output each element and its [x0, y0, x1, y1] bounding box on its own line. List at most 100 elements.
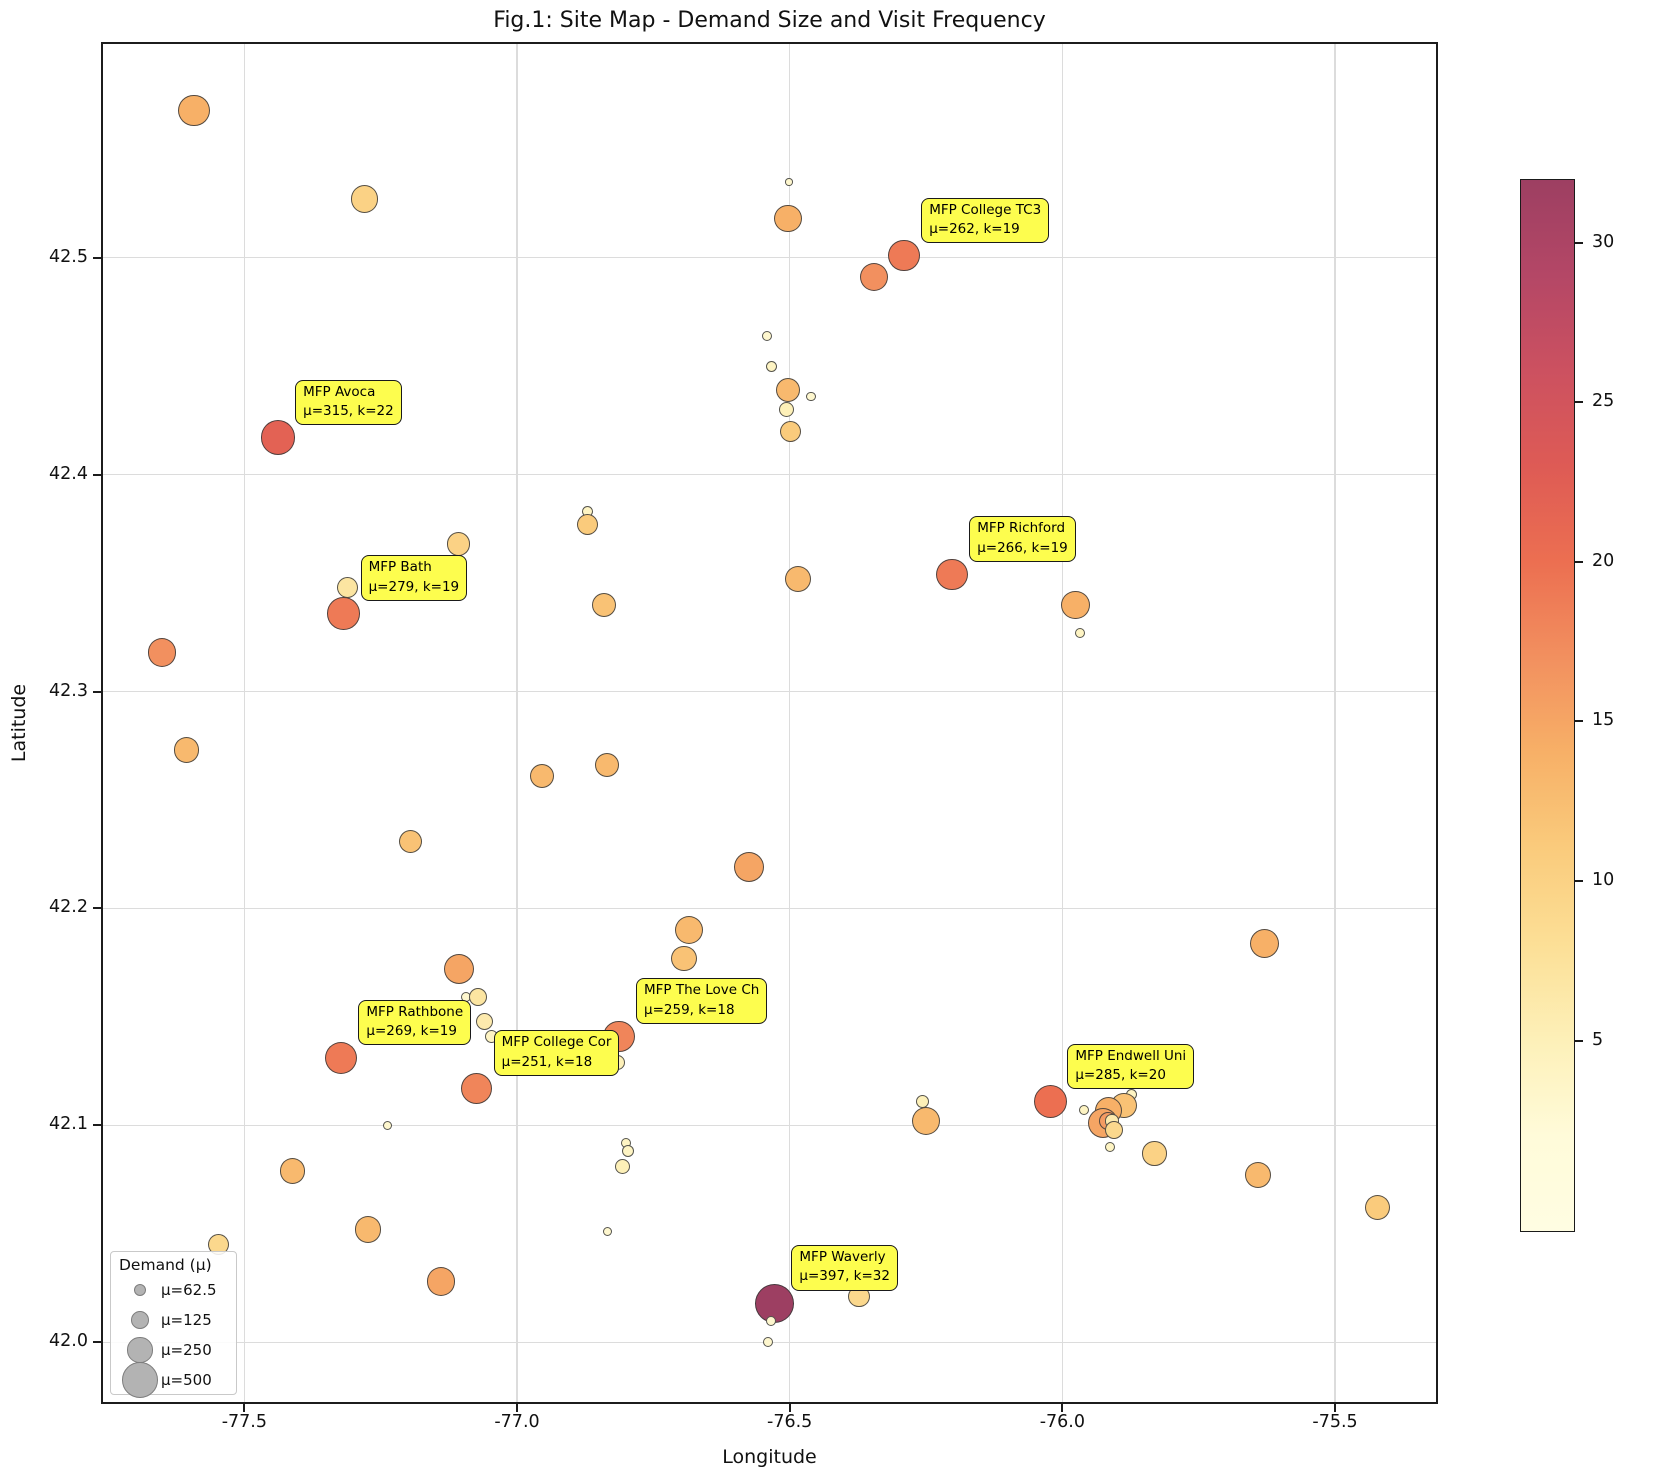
legend-item-label: μ=500	[161, 1371, 212, 1389]
legend-items: μ=62.5 μ=125 μ=250 μ=500	[119, 1275, 236, 1398]
scatter-point	[399, 829, 423, 853]
colorbar-tick-mark	[1575, 720, 1583, 723]
annotation-site-stats: μ=269, k=19	[366, 1023, 457, 1040]
x-tick-label: -76.5	[767, 1412, 813, 1432]
scatter-point	[591, 592, 616, 617]
legend-title: Demand (μ)	[119, 1256, 212, 1274]
scatter-point	[336, 576, 358, 598]
scatter-point	[766, 360, 778, 372]
scatter-point	[911, 1106, 941, 1136]
scatter-point	[774, 205, 802, 233]
scatter-point	[888, 239, 920, 272]
site-annotation: MFP The Love Ch μ=259, k=18	[635, 978, 768, 1024]
annotation-site-name: MFP Rathbone	[366, 1004, 464, 1021]
y-tick-label: 42.4	[49, 463, 88, 484]
x-tick-label: -77.5	[221, 1412, 267, 1432]
scatter-point	[602, 1227, 613, 1237]
legend-size-circle	[122, 1362, 158, 1398]
scatter-point	[1105, 1141, 1116, 1153]
gridline-y	[102, 690, 1437, 693]
annotation-site-name: MFP Bath	[368, 559, 432, 576]
colorbar-tick-label: 5	[1592, 1029, 1604, 1050]
y-tick-mark	[93, 1341, 101, 1344]
y-tick-mark	[93, 256, 101, 259]
gridline-x	[516, 43, 518, 1403]
scatter-point	[761, 330, 772, 341]
gridline-x	[788, 43, 791, 1403]
y-tick-mark	[93, 907, 101, 910]
colorbar-tick-label: 30	[1592, 231, 1615, 252]
scatter-point	[621, 1145, 634, 1158]
site-annotation: MFP Bath μ=279, k=19	[360, 555, 468, 601]
gridline-y	[102, 1124, 1437, 1127]
legend-swatch-cell	[119, 1311, 161, 1329]
colorbar-tick-label: 25	[1592, 391, 1615, 412]
legend-item-label: μ=62.5	[161, 1281, 217, 1299]
scatter-point	[733, 852, 764, 883]
scatter-point	[780, 420, 802, 442]
colorbar-tick-label: 10	[1592, 870, 1615, 890]
scatter-point	[426, 1267, 455, 1296]
gridline-x	[243, 43, 246, 1403]
scatter-point	[675, 916, 704, 945]
y-tick-label: 42.2	[49, 897, 88, 918]
colorbar	[1520, 179, 1575, 1232]
scatter-point	[327, 597, 360, 630]
colorbar-tick-mark	[1575, 401, 1583, 404]
site-annotation: MFP Endwell Uni μ=285, k=20	[1067, 1043, 1195, 1089]
legend-size-circle	[131, 1311, 149, 1329]
x-tick-mark	[1334, 1404, 1337, 1412]
gridline-x	[1061, 43, 1064, 1403]
x-tick-mark	[788, 1404, 791, 1412]
annotation-site-name: MFP Waverly	[799, 1249, 886, 1266]
legend-item: μ=125	[119, 1305, 236, 1335]
annotation-site-stats: μ=262, k=19	[929, 220, 1020, 237]
scatter-point	[325, 1042, 358, 1075]
scatter-point	[447, 532, 471, 556]
colorbar-tick-mark	[1575, 241, 1583, 244]
colorbar-tick-mark	[1575, 880, 1583, 882]
scatter-point	[279, 1158, 305, 1184]
scatter-point	[671, 945, 697, 971]
y-tick-label: 42.5	[49, 246, 88, 267]
colorbar-tick-label: 20	[1592, 550, 1615, 571]
scatter-point	[383, 1120, 393, 1130]
y-axis-label: Latitude	[8, 683, 30, 763]
scatter-point	[260, 420, 296, 456]
scatter-point	[354, 1216, 381, 1243]
scatter-point	[1033, 1085, 1067, 1118]
colorbar-tick-mark	[1575, 1039, 1583, 1042]
x-tick-mark	[516, 1404, 518, 1412]
scatter-point	[173, 737, 200, 763]
y-tick-mark	[93, 473, 101, 476]
scatter-point	[529, 764, 555, 789]
scatter-point	[1075, 627, 1086, 639]
legend-item-label: μ=125	[161, 1311, 212, 1329]
annotation-site-stats: μ=259, k=18	[643, 1001, 735, 1018]
gridline-y	[102, 257, 1437, 259]
x-tick-mark	[243, 1404, 246, 1412]
x-tick-label: -75.5	[1312, 1412, 1358, 1432]
annotation-site-name: MFP Endwell Uni	[1075, 1047, 1187, 1064]
legend-item: μ=62.5	[119, 1275, 236, 1305]
scatter-point	[594, 753, 620, 778]
scatter-point	[763, 1337, 774, 1348]
plot-title: Fig.1: Site Map - Demand Size and Visit …	[493, 8, 1046, 33]
annotation-site-stats: μ=251, k=18	[501, 1053, 593, 1070]
legend-swatch-cell	[119, 1337, 161, 1363]
legend-size-circle	[133, 1283, 147, 1297]
scatter-point	[1364, 1195, 1391, 1221]
size-legend: Demand (μ) μ=62.5 μ=125 μ=250 μ=500	[110, 1251, 237, 1398]
annotation-site-stats: μ=315, k=22	[303, 402, 394, 419]
gridline-y	[102, 907, 1437, 910]
scatter-point	[1079, 1105, 1090, 1116]
annotation-site-name: MFP College Cor	[501, 1034, 612, 1051]
scatter-point	[1142, 1141, 1167, 1166]
site-annotation: MFP Avoca μ=315, k=22	[295, 379, 402, 426]
site-annotation: MFP Waverly μ=397, k=32	[791, 1245, 898, 1291]
scatter-point	[147, 638, 177, 667]
scatter-point	[754, 1283, 794, 1323]
scatter-point	[443, 954, 474, 985]
y-tick-label: 42.0	[49, 1331, 88, 1352]
legend-item: μ=500	[119, 1362, 236, 1398]
